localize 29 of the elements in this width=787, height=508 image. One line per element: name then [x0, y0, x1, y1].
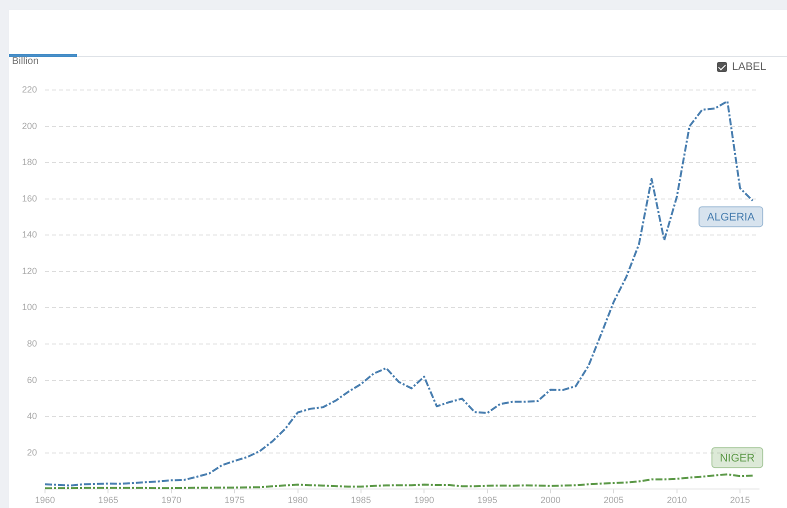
y-tick-label: 160 — [22, 193, 38, 204]
x-tick-label: 1965 — [98, 495, 118, 506]
y-tick-label: 200 — [22, 120, 38, 131]
x-tick-label: 1985 — [350, 495, 371, 506]
x-tick-label: 2015 — [730, 495, 750, 506]
x-tick-label: 1970 — [161, 495, 182, 506]
y-tick-label: 220 — [22, 84, 38, 94]
y-tick-label: 60 — [27, 374, 38, 385]
line-series — [45, 473, 754, 490]
text: LABEL — [732, 61, 766, 73]
x-tick-label: 1975 — [224, 495, 245, 506]
y-tick-label: 20 — [27, 447, 38, 458]
y-tick-label: 180 — [22, 157, 38, 168]
x-tick-label: 2010 — [666, 495, 687, 506]
y-tick-label: 120 — [22, 266, 38, 276]
series-label: ALGERIA — [706, 212, 756, 224]
x-tick-label: 1990 — [414, 495, 434, 506]
x-tick-label: 2000 — [540, 495, 561, 506]
y-tick-label: 100 — [22, 302, 38, 312]
y-tick-label: 40 — [27, 411, 38, 422]
series-label: NIGER — [720, 452, 755, 465]
y-tick-label: 140 — [22, 230, 38, 240]
y-axis-title: Billion — [12, 56, 39, 67]
y-tick-label: 80 — [27, 338, 38, 349]
line-series — [45, 100, 754, 487]
x-tick-label: 1995 — [477, 495, 498, 506]
x-tick-label: 2005 — [604, 495, 624, 506]
x-tick-label: 1980 — [288, 495, 308, 506]
x-tick-label: 1960 — [35, 495, 56, 506]
